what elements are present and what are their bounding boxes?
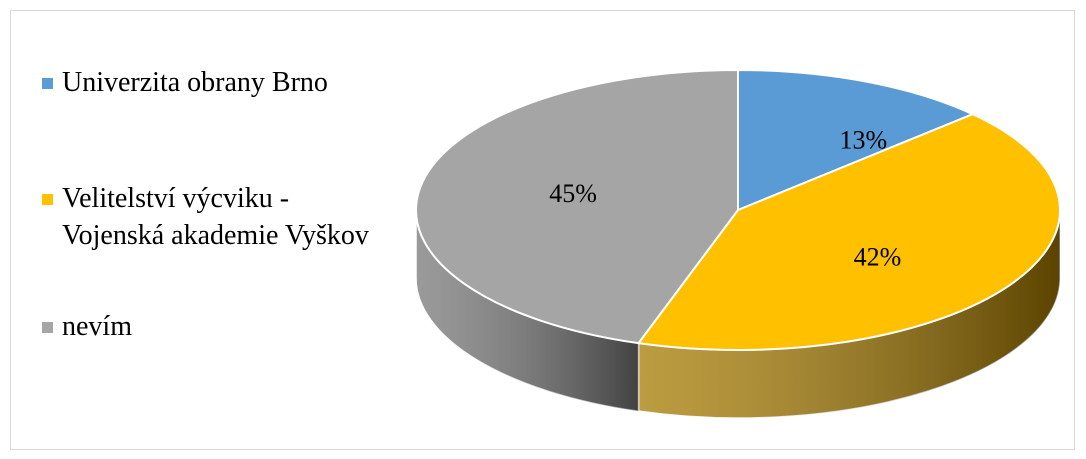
data-label-velitelstvi-vycviku: 42% — [854, 242, 902, 271]
legend-entry-univerzita-obrany: Univerzita obrany Brno — [42, 64, 372, 101]
data-labels: 13% 42% 45% — [549, 125, 901, 271]
legend-label: nevím — [62, 311, 132, 342]
legend-label: Velitelství výcviku - Vojenská akademie … — [62, 183, 369, 251]
legend-entry-nevim: nevím — [42, 308, 372, 345]
legend-swatch — [42, 78, 53, 89]
slice-univerzita-obrany — [737, 68, 976, 212]
slice-nevim — [415, 68, 739, 345]
data-label-univerzita-obrany: 13% — [839, 125, 887, 154]
slice-velitelstvi-vycviku — [636, 113, 1061, 351]
legend-entry-velitelstvi-vycviku: Velitelství výcviku - Vojenská akademie … — [42, 180, 372, 254]
legend-swatch — [42, 322, 53, 333]
legend-label: Univerzita obrany Brno — [62, 67, 328, 98]
pie-slices — [415, 68, 1061, 351]
data-label-nevim: 45% — [549, 179, 597, 208]
legend-swatch — [42, 194, 53, 205]
